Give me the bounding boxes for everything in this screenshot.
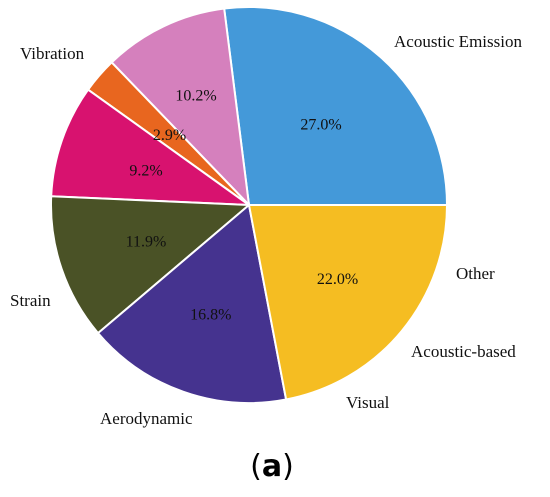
pct-label-vibration: 22.0% — [317, 271, 358, 288]
category-label-strain: Strain — [10, 291, 51, 310]
pie-slice-visual — [50, 88, 253, 207]
category-label-acoustic-emission: Acoustic Emission — [394, 32, 522, 51]
pie-slice-aerodynamic — [50, 195, 252, 335]
category-label-acoustic-based: Acoustic-based — [411, 342, 516, 361]
panel-label: (a) — [250, 449, 294, 484]
pct-label-visual: 9.2% — [129, 162, 162, 179]
category-label-aerodynamic: Aerodynamic — [100, 409, 193, 428]
pie-slice-other — [110, 7, 251, 208]
panel-label-open: ( — [250, 449, 262, 484]
pct-label-other: 10.2% — [175, 87, 216, 104]
pie-slice-strain — [96, 203, 288, 404]
category-label-vibration: Vibration — [20, 44, 85, 63]
category-labels: Acoustic Emission Other Acoustic-based Visu… — [10, 32, 522, 428]
pct-label-acoustic-based: 2.9% — [153, 127, 186, 144]
panel-label-close: ) — [282, 449, 294, 484]
percentage-labels: 27.0% 10.2% 2.9% 9.2% 11.9% 16.8% 22.0% — [126, 87, 359, 323]
category-label-visual: Visual — [346, 393, 390, 412]
pct-label-aerodynamic: 11.9% — [126, 233, 167, 250]
category-label-other: Other — [456, 264, 495, 283]
panel-label-letter: a — [262, 449, 282, 484]
pct-label-strain: 16.8% — [190, 306, 231, 323]
pie-slice-acoustic-emission — [223, 6, 449, 206]
pie-slices — [50, 6, 449, 404]
pct-label-acoustic-emission: 27.0% — [300, 116, 341, 133]
pie-slice-vibration — [247, 204, 449, 401]
